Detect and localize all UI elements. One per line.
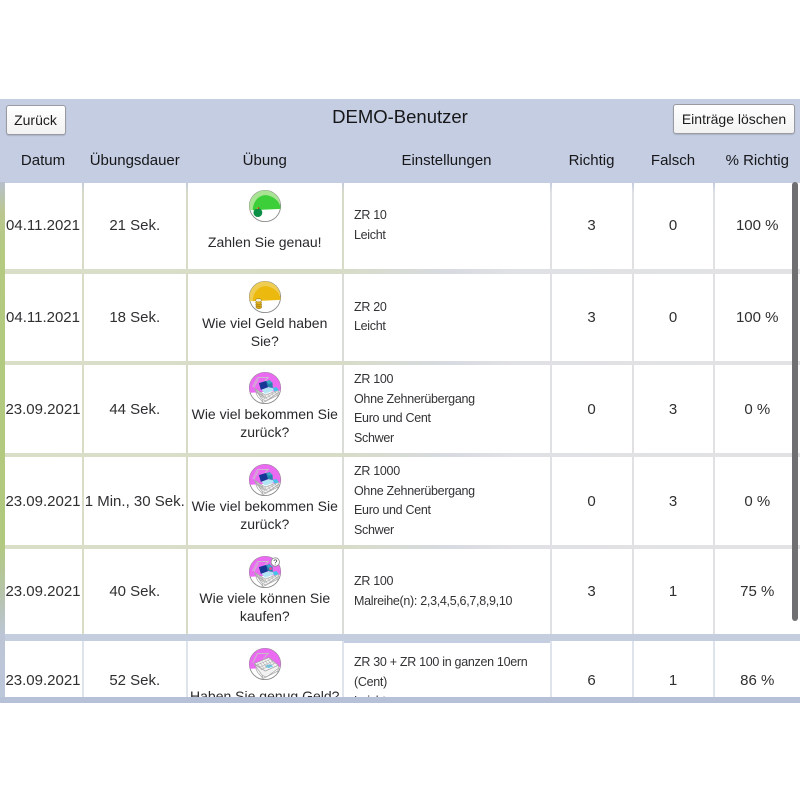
svg-text:?: ?	[273, 558, 277, 567]
